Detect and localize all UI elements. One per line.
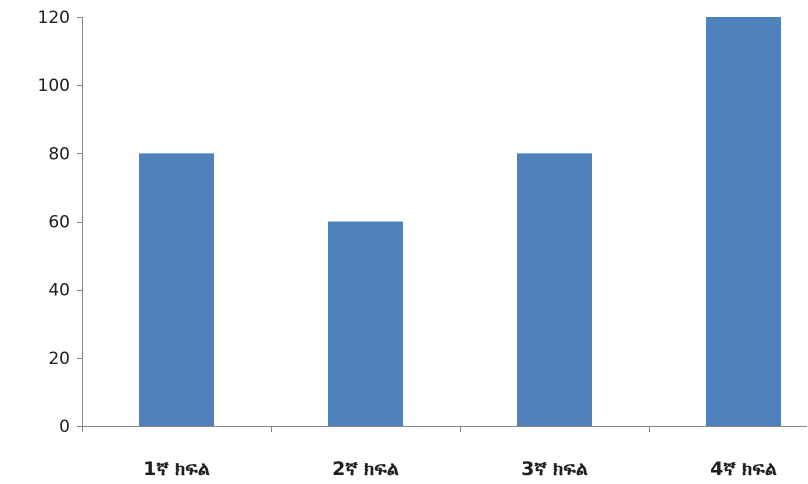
y-tick-label: 60 (48, 213, 70, 233)
y-tick-label: 80 (48, 144, 70, 164)
x-category-label: 4ኛ ክፍል (710, 458, 777, 480)
y-tick-label: 0 (59, 417, 70, 437)
y-tick-label: 20 (48, 349, 70, 369)
bar-3 (517, 153, 592, 427)
y-tick-label: 100 (38, 76, 70, 96)
bar-2 (328, 221, 403, 426)
x-category-label: 3ኛ ክፍል (521, 458, 588, 480)
x-category-label: 1ኛ ክፍል (143, 458, 210, 480)
y-tick-label: 120 (38, 8, 70, 28)
x-category-label: 2ኛ ክፍል (332, 458, 399, 480)
y-tick-label: 40 (48, 281, 70, 301)
bar-4 (706, 17, 781, 426)
bar-1 (139, 153, 214, 427)
